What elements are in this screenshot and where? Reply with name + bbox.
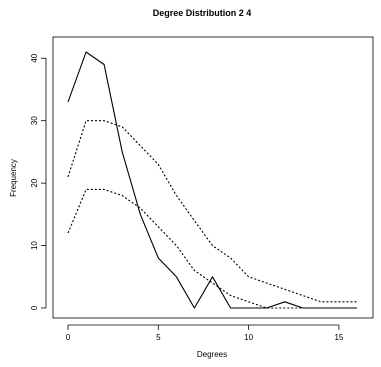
x-tick-label: 0 <box>66 333 71 342</box>
y-tick-label: 10 <box>30 241 39 250</box>
x-axis-label: Degrees <box>197 350 227 359</box>
chart-title: Degree Distribution 2 4 <box>153 8 252 18</box>
x-tick-label: 15 <box>334 333 343 342</box>
y-tick-label: 30 <box>30 116 39 125</box>
series-layer <box>67 51 357 309</box>
x-tick-label: 10 <box>244 333 253 342</box>
y-tick-label: 20 <box>30 178 39 187</box>
y-tick-label: 0 <box>30 305 39 310</box>
observed-series-line <box>67 51 357 309</box>
plot-frame <box>52 36 374 319</box>
y-axis-label: Frequency <box>9 159 18 197</box>
bound-series-line-2 <box>67 188 357 309</box>
y-tick-label: 40 <box>30 53 39 62</box>
x-axis: 0 5 10 15 <box>66 324 344 342</box>
x-tick-label: 5 <box>156 333 161 342</box>
y-axis: 0 10 20 30 40 <box>30 53 47 310</box>
bound-series-line-1 <box>67 120 357 303</box>
